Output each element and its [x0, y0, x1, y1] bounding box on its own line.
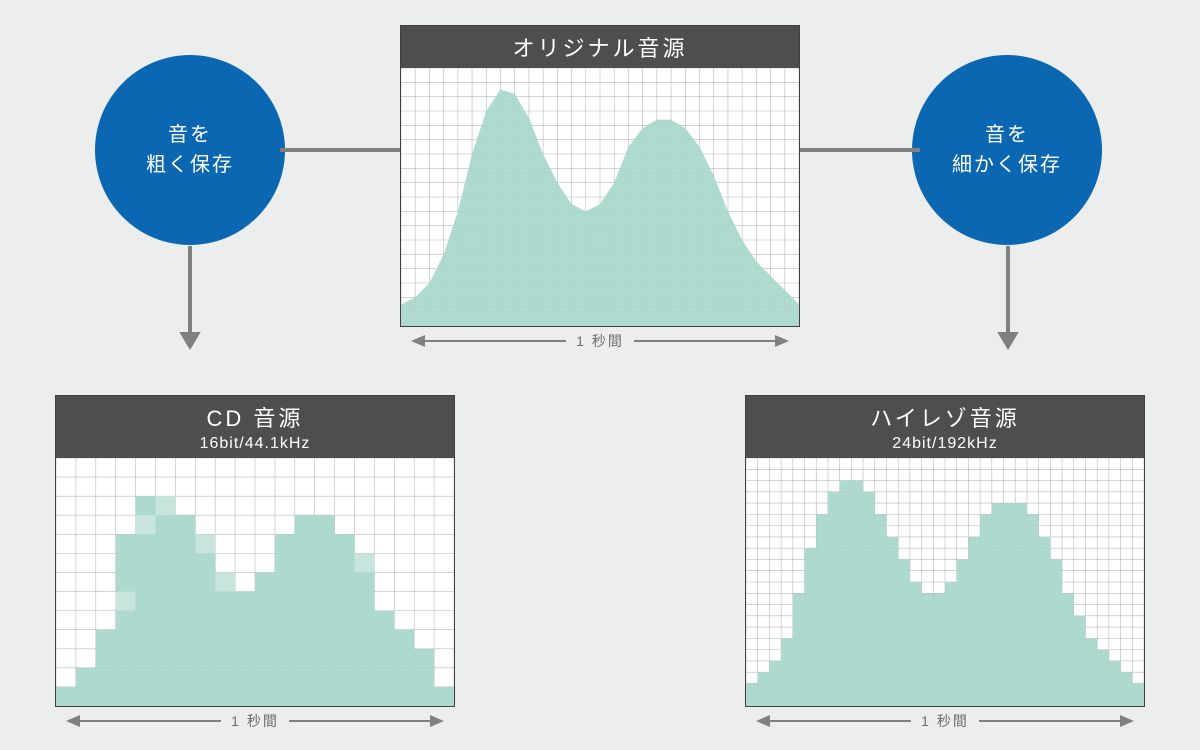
- circle-left-label: 音を 粗く保存: [146, 120, 234, 180]
- panel-cd-head: CD 音源 16bit/44.1kHz: [56, 396, 454, 458]
- circle-left: 音を 粗く保存: [95, 55, 285, 245]
- axis-hires: 1 秒間: [745, 711, 1145, 731]
- panel-hires-body: [746, 458, 1144, 706]
- panel-hires-subtitle: 24bit/192kHz: [750, 435, 1140, 453]
- panel-hires-title: ハイレゾ音源: [750, 401, 1140, 433]
- panel-hires: ハイレゾ音源 24bit/192kHz: [745, 395, 1145, 707]
- connector-left-v: [178, 246, 202, 354]
- panel-original-head: オリジナル音源: [401, 26, 799, 68]
- panel-original-body: [401, 68, 799, 326]
- axis-hires-label: 1 秒間: [921, 711, 969, 731]
- connector-right-v: [996, 246, 1020, 354]
- panel-hires-head: ハイレゾ音源 24bit/192kHz: [746, 396, 1144, 458]
- circle-right-label: 音を 細かく保存: [952, 120, 1062, 180]
- panel-cd: CD 音源 16bit/44.1kHz: [55, 395, 455, 707]
- connector-right-h: [800, 140, 920, 160]
- panel-cd-body: [56, 458, 454, 706]
- axis-cd: 1 秒間: [55, 711, 455, 731]
- panel-cd-subtitle: 16bit/44.1kHz: [60, 435, 450, 453]
- axis-original: 1 秒間: [400, 331, 800, 351]
- panel-original-title: オリジナル音源: [405, 31, 795, 63]
- connector-left-h: [280, 140, 400, 160]
- panel-cd-title: CD 音源: [60, 401, 450, 433]
- panel-original: オリジナル音源: [400, 25, 800, 327]
- axis-cd-label: 1 秒間: [231, 711, 279, 731]
- axis-original-label: 1 秒間: [576, 331, 624, 351]
- circle-right: 音を 細かく保存: [912, 55, 1102, 245]
